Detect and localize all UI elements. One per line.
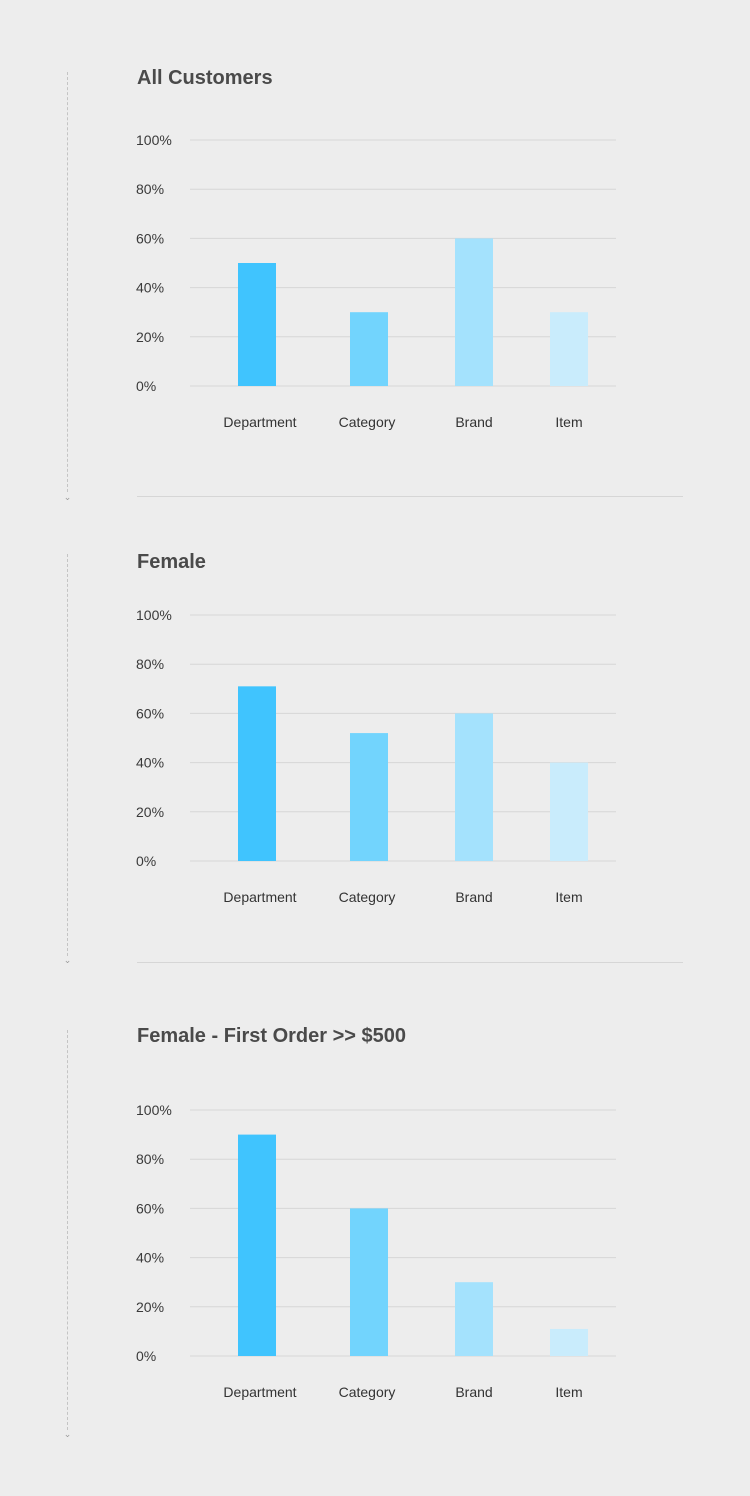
bar-chart-female-first-order: 0% 20% 40% 60% 80% 100% Department Category Bran… xyxy=(136,1102,616,1400)
bar-chart-female: 0% 20% 40% 60% 80% 100% Department Category Bran… xyxy=(136,607,616,905)
chart-title: Female xyxy=(137,551,206,573)
x-category-label: Category xyxy=(339,889,396,905)
y-tick-label: 80% xyxy=(136,1151,164,1167)
y-tick-label: 0% xyxy=(136,853,156,869)
bar-item xyxy=(550,1328,588,1356)
flow-connector xyxy=(67,72,68,492)
bar-category xyxy=(350,733,388,861)
bar-category xyxy=(350,1208,388,1356)
x-category-label: Brand xyxy=(455,414,492,430)
chart-panel-female: ⌄ Female 0% 20% 40% 60% 80% 100% Department Cat… xyxy=(63,551,683,965)
section-divider xyxy=(137,962,683,963)
y-tick-label: 100% xyxy=(136,1102,172,1118)
bar-brand xyxy=(455,238,493,386)
bar-department xyxy=(238,1134,276,1356)
y-tick-label: 60% xyxy=(136,1200,164,1216)
bar-item xyxy=(550,762,588,861)
bar-brand xyxy=(455,713,493,861)
x-category-label: Category xyxy=(339,414,396,430)
y-tick-label: 0% xyxy=(136,1348,156,1364)
bar-category xyxy=(350,312,388,386)
bar-item xyxy=(550,312,588,386)
bar-brand xyxy=(455,1282,493,1356)
chart-title: Female - First Order >> $500 xyxy=(137,1025,407,1047)
y-tick-label: 40% xyxy=(136,1250,164,1266)
flow-connector xyxy=(67,1030,68,1430)
y-tick-label: 20% xyxy=(136,1299,164,1315)
y-tick-label: 60% xyxy=(136,230,164,246)
y-tick-label: 20% xyxy=(136,804,164,820)
x-category-label: Item xyxy=(555,1384,582,1400)
chart-title: All Customers xyxy=(137,67,273,89)
x-category-label: Department xyxy=(223,1384,296,1400)
y-tick-label: 0% xyxy=(136,378,156,394)
bar-chart-all-customers: 0% 20% 40% 60% 80% 100% Department Category Bran… xyxy=(136,132,616,430)
y-tick-label: 80% xyxy=(136,181,164,197)
x-category-label: Brand xyxy=(455,889,492,905)
y-tick-label: 40% xyxy=(136,755,164,771)
flow-connector xyxy=(67,554,68,956)
section-divider xyxy=(137,496,683,497)
x-category-label: Brand xyxy=(455,1384,492,1400)
x-category-label: Item xyxy=(555,889,582,905)
chart-panel-all-customers: ⌄ All Customers 0% 20% 40% 60% 80% 100% Depart… xyxy=(0,0,750,510)
chevron-down-icon: ⌄ xyxy=(63,1429,72,1439)
y-tick-label: 80% xyxy=(136,656,164,672)
x-category-label: Department xyxy=(223,889,296,905)
x-category-label: Category xyxy=(339,1384,396,1400)
y-tick-label: 100% xyxy=(136,132,172,148)
bar-department xyxy=(238,686,276,861)
y-tick-label: 60% xyxy=(136,705,164,721)
chevron-down-icon: ⌄ xyxy=(63,492,72,502)
y-tick-label: 100% xyxy=(136,607,172,623)
x-category-label: Item xyxy=(555,414,582,430)
x-category-label: Department xyxy=(223,414,296,430)
y-tick-label: 40% xyxy=(136,280,164,296)
y-tick-label: 20% xyxy=(136,329,164,345)
chevron-down-icon: ⌄ xyxy=(63,955,72,965)
bar-department xyxy=(238,263,276,386)
